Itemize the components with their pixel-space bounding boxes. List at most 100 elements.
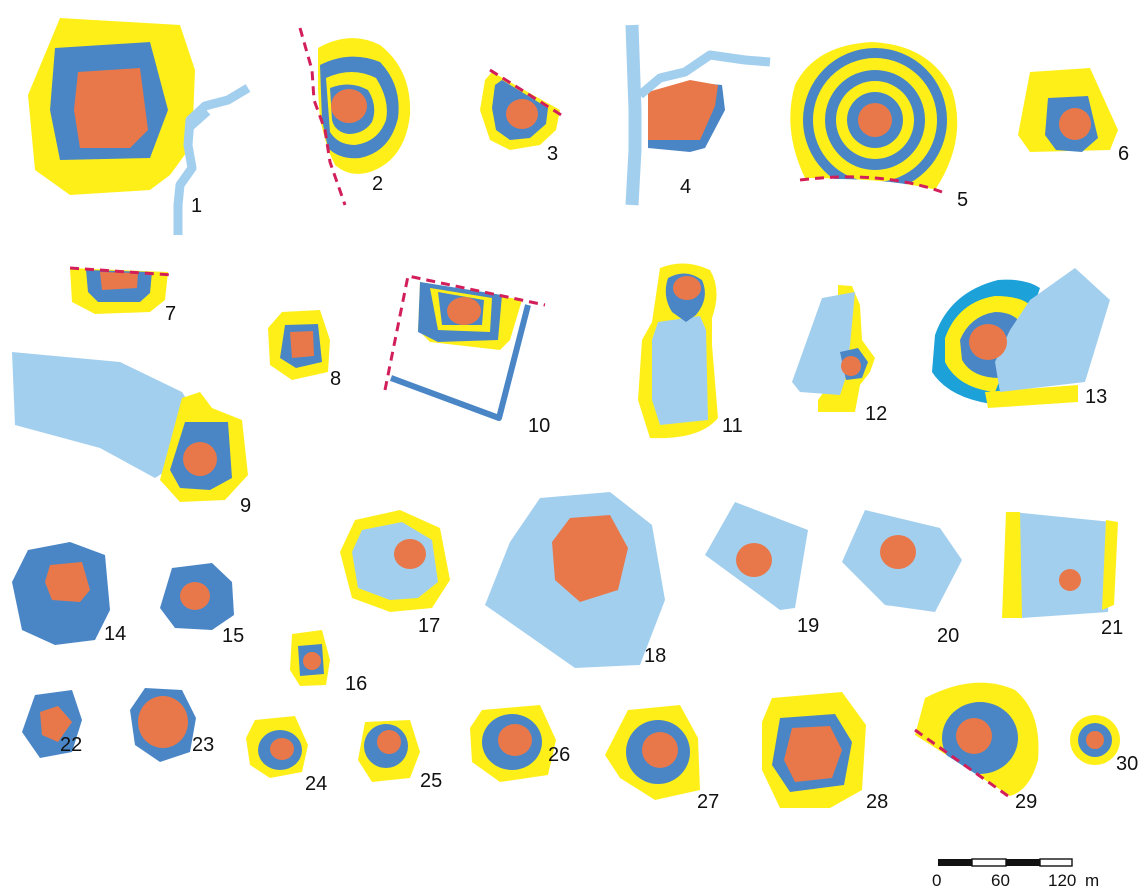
label-28: 28 [866, 791, 888, 813]
scale-bar-tick-60: 60 [991, 871, 1010, 890]
site-12-center [841, 356, 861, 376]
site-11-center [673, 276, 701, 300]
site-29-dashed-edge [914, 728, 1009, 798]
site-13-center [969, 324, 1007, 360]
label-26: 26 [548, 744, 570, 766]
site-9-center [183, 442, 217, 476]
site-4-river [625, 24, 642, 206]
site-1-stream [173, 84, 251, 235]
site-1 [28, 18, 251, 235]
site-labels: 1 2 3 4 5 6 7 8 9 10 11 12 13 14 15 16 1… [60, 143, 1138, 813]
site-26-center [498, 724, 532, 756]
site-24 [246, 716, 308, 778]
site-5-bottom-mask [780, 178, 960, 230]
label-13: 13 [1085, 386, 1107, 408]
site-12-lake [792, 292, 855, 395]
site-5-dashed-edge [799, 175, 943, 194]
site-2 [298, 27, 411, 206]
scale-bar-seg-1 [938, 859, 972, 866]
scale-bar-unit: m [1085, 871, 1099, 890]
site-10-center [447, 297, 481, 325]
scale-bar-seg-4 [1039, 858, 1073, 867]
label-7: 7 [165, 303, 176, 325]
label-5: 5 [957, 189, 968, 211]
site-21-yellow-right [1102, 520, 1118, 610]
site-18 [485, 492, 665, 668]
site-1-center [74, 68, 148, 148]
site-18-center [552, 515, 628, 602]
site-27-center [642, 732, 678, 768]
label-22: 22 [60, 734, 82, 756]
site-25 [358, 720, 420, 782]
site-10-dashed-edge [383, 274, 546, 391]
site-15-center [180, 582, 210, 610]
site-11 [638, 263, 718, 439]
site-16 [290, 630, 330, 686]
label-29: 29 [1015, 791, 1037, 813]
site-7-dashed-edge [69, 266, 173, 277]
site-25-center [377, 730, 401, 754]
label-4: 4 [680, 176, 691, 198]
label-18: 18 [644, 645, 666, 667]
site-24-center [270, 738, 294, 760]
label-27: 27 [697, 791, 719, 813]
label-19: 19 [797, 615, 819, 637]
site-10 [383, 274, 546, 421]
label-30: 30 [1116, 753, 1138, 775]
label-25: 25 [420, 770, 442, 792]
site-13 [932, 268, 1110, 408]
scale-bar-tick-120: 120 [1048, 871, 1076, 890]
site-29 [890, 682, 1039, 820]
site-23 [130, 688, 196, 762]
site-2-center [331, 89, 367, 123]
label-6: 6 [1118, 143, 1129, 165]
label-21: 21 [1101, 617, 1123, 639]
site-7 [69, 266, 173, 314]
site-10-outer-enclosure [389, 304, 531, 421]
site-12 [792, 285, 875, 412]
site-14 [12, 542, 110, 645]
label-15: 15 [222, 625, 244, 647]
site-4-center [648, 80, 718, 140]
site-17-center [394, 539, 426, 569]
site-11-lake [652, 316, 708, 425]
site-9 [12, 352, 248, 502]
site-16-center [303, 652, 321, 670]
site-29-center [956, 718, 992, 754]
label-20: 20 [937, 625, 959, 647]
site-20-center [880, 535, 916, 569]
site-21 [1002, 512, 1118, 618]
site-23-center [138, 696, 188, 748]
site-21-center [1059, 569, 1081, 591]
site-13-lake [995, 268, 1110, 392]
site-28-center [784, 726, 842, 782]
scale-bar-seg-3 [1006, 859, 1040, 866]
site-22-center [40, 706, 72, 742]
label-11: 11 [722, 415, 743, 437]
site-2-dashed-edge [298, 27, 347, 206]
site-6-center [1059, 108, 1091, 140]
site-7-center [100, 272, 138, 290]
label-12: 12 [865, 403, 887, 425]
site-27 [605, 705, 700, 800]
site-19-center [736, 543, 772, 577]
site-20 [842, 510, 962, 612]
site-17 [340, 510, 450, 612]
site-4 [625, 24, 771, 206]
site-14-center [45, 562, 90, 602]
label-10: 10 [528, 415, 550, 437]
label-24: 24 [305, 773, 327, 795]
label-2: 2 [372, 173, 383, 195]
site-8-center [290, 331, 314, 358]
label-8: 8 [330, 368, 341, 390]
site-9-lake [12, 352, 200, 478]
scale-bar: 0 60 120 m [932, 858, 1099, 890]
site-22 [22, 690, 82, 758]
label-1: 1 [191, 195, 202, 217]
site-8 [268, 310, 330, 380]
site-3-center [506, 99, 538, 129]
site-26 [470, 705, 556, 782]
site-6 [1018, 68, 1118, 152]
label-16: 16 [345, 673, 367, 695]
